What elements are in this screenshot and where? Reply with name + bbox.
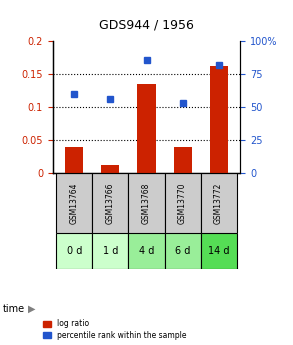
Text: 1 d: 1 d [103,246,118,256]
Bar [173,147,192,173]
FancyBboxPatch shape [165,173,201,233]
Legend: log ratio, percentile rank within the sample: log ratio, percentile rank within the sa… [42,318,188,341]
Text: GSM13766: GSM13766 [106,183,115,224]
FancyBboxPatch shape [201,173,237,233]
Text: ▶: ▶ [28,304,35,314]
FancyBboxPatch shape [56,233,92,269]
Bar [137,84,156,173]
FancyBboxPatch shape [201,233,237,269]
FancyBboxPatch shape [92,173,128,233]
Text: 14 d: 14 d [208,246,229,256]
Text: GSM13772: GSM13772 [214,183,223,224]
Text: GSM13768: GSM13768 [142,183,151,224]
Text: GDS944 / 1956: GDS944 / 1956 [99,18,194,31]
Text: GSM13764: GSM13764 [70,183,79,224]
Bar [101,165,120,173]
Bar [65,147,84,173]
Text: time: time [3,304,25,314]
Text: 0 d: 0 d [67,246,82,256]
Text: 6 d: 6 d [175,246,190,256]
Bar [209,67,228,173]
Text: GSM13770: GSM13770 [178,183,187,224]
FancyBboxPatch shape [165,233,201,269]
FancyBboxPatch shape [92,233,128,269]
FancyBboxPatch shape [56,173,92,233]
FancyBboxPatch shape [128,173,165,233]
FancyBboxPatch shape [128,233,165,269]
Text: 4 d: 4 d [139,246,154,256]
